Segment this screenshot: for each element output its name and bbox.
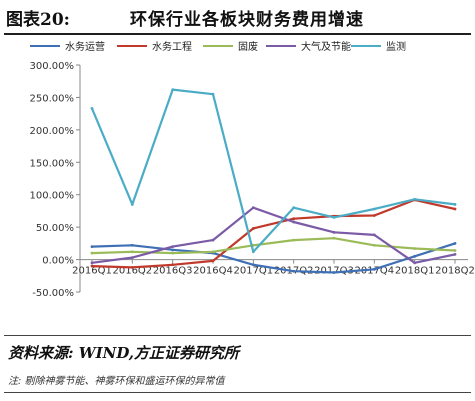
legend-label-2: 水务工程 bbox=[152, 40, 192, 53]
legend-label-1: 水务运营 bbox=[65, 40, 105, 53]
series-3-point bbox=[372, 243, 376, 247]
y-tick-label: 50.00% bbox=[36, 223, 74, 234]
series-3-point bbox=[130, 250, 134, 254]
y-tick-label: 0.00% bbox=[42, 256, 74, 267]
series-1-point bbox=[453, 241, 457, 245]
series-4-point bbox=[332, 230, 336, 234]
chart-title: 环保行业各板块财务费用增速 bbox=[130, 10, 364, 30]
series-4-point bbox=[211, 238, 215, 242]
y-tick-label: 150.00% bbox=[30, 158, 75, 169]
x-tick-label: 2017Q1 bbox=[233, 266, 273, 277]
header-rule bbox=[4, 33, 471, 35]
series-3-point bbox=[453, 249, 457, 252]
series-line-2 bbox=[90, 198, 457, 269]
x-tick-label: 2018Q1 bbox=[395, 266, 435, 277]
x-tick-label: 2017Q4 bbox=[354, 266, 394, 277]
series-line-1 bbox=[90, 242, 457, 274]
series-2-point bbox=[453, 207, 457, 211]
figure-label: 图表20: bbox=[6, 10, 70, 30]
series-3-point bbox=[171, 251, 175, 255]
series-3-point bbox=[292, 238, 296, 242]
x-tick-label: 2016Q2 bbox=[112, 266, 152, 277]
series-2-point bbox=[372, 214, 376, 217]
y-tick-label: 300.00% bbox=[30, 61, 75, 72]
series-2-point bbox=[90, 264, 94, 268]
series-5-point bbox=[130, 203, 134, 206]
series-4-point bbox=[90, 261, 94, 265]
legend-label-3: 固废 bbox=[238, 40, 258, 53]
x-tick-label: 2018Q2 bbox=[435, 266, 475, 277]
series-1-point bbox=[413, 254, 417, 258]
y-tick-label: 100.00% bbox=[30, 191, 75, 202]
series-3-point bbox=[211, 250, 215, 254]
series-5-point bbox=[332, 216, 336, 219]
plot-lines bbox=[90, 88, 457, 274]
series-3-point bbox=[332, 236, 336, 240]
series-4-point bbox=[171, 245, 175, 249]
figure-header: 图表20: 环保行业各板块财务费用增速 bbox=[0, 0, 475, 35]
series-1-point bbox=[332, 271, 336, 274]
series-1-point bbox=[130, 243, 134, 247]
series-4-point bbox=[453, 252, 457, 256]
series-2-point bbox=[292, 217, 296, 221]
footer-rule bbox=[4, 335, 471, 336]
y-axis: -50.00% 0.00% 50.00% 100.00% 150.00% 200.00% 2… bbox=[30, 61, 81, 299]
x-tick-label: 2017Q3 bbox=[314, 266, 354, 277]
series-1-point bbox=[90, 245, 94, 249]
x-tick-label: 2016Q1 bbox=[72, 266, 112, 277]
x-tick-label: 2016Q3 bbox=[153, 266, 193, 277]
series-2-point bbox=[211, 259, 215, 263]
series-line-3 bbox=[90, 237, 457, 255]
y-tick-label: 200.00% bbox=[30, 126, 75, 137]
series-1-point bbox=[251, 263, 255, 267]
y-tick-label: 250.00% bbox=[30, 93, 75, 104]
legend: 水务运营 水务工程 固废 大气及节能 监测 bbox=[30, 40, 406, 53]
series-5-point bbox=[453, 203, 457, 206]
legend-label-5: 监测 bbox=[386, 40, 406, 53]
series-5-point bbox=[292, 206, 296, 210]
series-5-point bbox=[372, 207, 376, 211]
series-1-point bbox=[292, 269, 296, 273]
legend-label-4: 大气及节能 bbox=[301, 40, 351, 53]
series-5-point bbox=[90, 107, 94, 110]
series-5-point bbox=[251, 250, 255, 254]
y-tick-label: -50.00% bbox=[32, 288, 74, 299]
footnote: 注: 剔除神雾节能、神雾环保和盛运环保的异常值 bbox=[8, 376, 225, 387]
series-2-point bbox=[130, 265, 134, 269]
series-5-point bbox=[211, 92, 215, 96]
line-chart: 水务运营 水务工程 固废 大气及节能 监测 -50.00% 0.00% 50.00% 100.… bbox=[30, 40, 475, 299]
series-2-point bbox=[171, 263, 175, 267]
series-3-point bbox=[413, 247, 417, 250]
bottom-rule bbox=[4, 392, 471, 393]
series-4-point bbox=[130, 256, 134, 260]
series-1-point bbox=[372, 267, 376, 271]
series-1-point bbox=[171, 248, 175, 252]
series-line-4 bbox=[90, 206, 457, 264]
series-4-point bbox=[251, 206, 255, 210]
series-4-point bbox=[292, 220, 296, 224]
x-tick-label: 2016Q4 bbox=[193, 266, 233, 277]
source-text: 资料来源: WIND,方正证券研究所 bbox=[8, 344, 240, 362]
series-5-point bbox=[171, 88, 175, 92]
series-3-point bbox=[90, 251, 94, 255]
series-2-point bbox=[251, 227, 255, 230]
series-5-point bbox=[413, 197, 417, 201]
series-4-point bbox=[413, 261, 417, 265]
series-line-5 bbox=[90, 88, 457, 253]
series-4-point bbox=[372, 233, 376, 237]
